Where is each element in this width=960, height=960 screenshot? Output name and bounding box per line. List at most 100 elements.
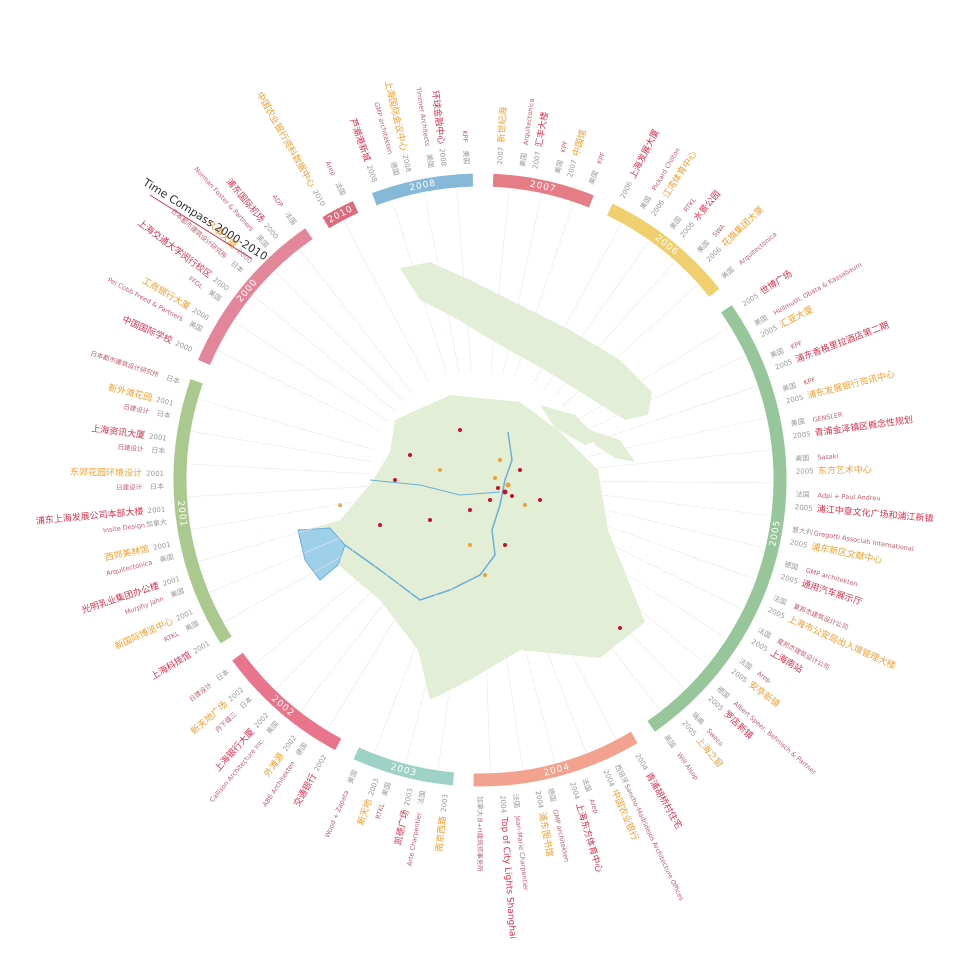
year-segment (353, 747, 455, 786)
spoke (253, 549, 396, 666)
entry-name: 交通银行 (291, 771, 319, 808)
spoke (275, 558, 404, 690)
title-group: Time Compass 2000-2010 (140, 175, 270, 263)
entry-country: 日本 (151, 445, 166, 455)
spoke (583, 517, 755, 580)
entry-architect: B+H建筑师事务所 (476, 818, 485, 872)
spoke (374, 582, 441, 753)
entry-name: 芦潮港新城 (347, 117, 373, 163)
entry-name: 环球金融中心 (429, 90, 447, 145)
entry-country: 美国 (638, 194, 653, 211)
entry-year: 2005 (785, 393, 804, 405)
entry-name: 中国馆 (570, 128, 589, 157)
entry-name: 汇丰大楼 (533, 111, 551, 149)
entry-country: 法国 (795, 489, 809, 499)
spoke (483, 589, 491, 772)
entry-country: 法国 (511, 793, 521, 808)
entry-year: 2004 (534, 790, 545, 810)
entry-country: 美国 (462, 150, 472, 164)
entry-country: 英国 (662, 733, 678, 750)
entry-name: Top of City Lights Shanghai (498, 816, 517, 940)
entry-country: 加拿大 (476, 796, 485, 817)
entry-architect: Arep (324, 160, 338, 177)
entry-architect: RTKL (682, 196, 698, 214)
entry-country: 美国 (159, 552, 175, 564)
entry-year: 2004 (633, 752, 649, 772)
project-dots-orange (338, 458, 527, 577)
spoke (556, 558, 685, 689)
spoke (589, 449, 771, 470)
entry-year: 2007 (496, 147, 505, 165)
entry-name: 中国国际学校 (120, 313, 174, 346)
entry-name: 凯德广场 (392, 808, 412, 846)
entry-year: 2004 (498, 795, 507, 814)
entry-year: 2001 (192, 640, 211, 656)
entry-year: 2003 (403, 787, 415, 806)
entry-architect: ADP (271, 193, 285, 209)
dot (538, 498, 542, 502)
spoke (392, 201, 448, 376)
title-rule (149, 194, 252, 260)
entry-year: 2008 (401, 154, 413, 173)
spoke (495, 588, 524, 769)
spoke (572, 539, 726, 639)
year-segment (371, 173, 474, 206)
entry-architect: Sancho-Madridejos Architecture Offices (623, 783, 686, 903)
dot (518, 468, 522, 472)
entry-architect: Will Alsop (675, 751, 700, 781)
dot (408, 453, 412, 457)
entry-year: 2006 (619, 180, 634, 200)
segment-year-label: 2001 (175, 500, 188, 528)
entry-year: 2005 (741, 292, 760, 309)
entry-year: 2001 (147, 505, 165, 515)
spoke (192, 498, 372, 530)
spoke (188, 463, 371, 475)
entry-architect: Arquitectonica (737, 230, 778, 266)
spoke (275, 271, 404, 402)
entry-country: 日本 (156, 409, 172, 421)
spoke (253, 295, 395, 411)
entry-country: 美国 (169, 586, 185, 599)
entry-year: 2008 (365, 164, 378, 183)
spoke (456, 188, 472, 371)
spoke (530, 577, 617, 739)
entry-architect: KPF (595, 151, 607, 165)
entry-name: 上海科技馆 (149, 649, 194, 683)
spoke (547, 566, 661, 711)
entry-name: 上海交通大学闵行校区 (135, 217, 214, 281)
entry-architect: Hellmuth, Obata & Kassabaum (772, 261, 863, 317)
entry-year: 2007 (531, 151, 542, 170)
spoke (199, 399, 375, 450)
entry-year: 2002 (313, 753, 329, 772)
spoke (210, 521, 379, 593)
spoke (587, 417, 766, 457)
entry-year: 2001 (152, 541, 171, 552)
spoke (586, 505, 765, 549)
entry-year: 2005 (750, 638, 769, 654)
changxing-island (540, 405, 600, 445)
entry-year: 2005 (794, 503, 812, 513)
spoke (532, 224, 622, 384)
entry-architect: Timmer Architects (414, 86, 431, 148)
entry-country: 法国 (772, 593, 788, 607)
spoke (224, 533, 384, 622)
dot (510, 494, 514, 498)
year-segment (473, 731, 638, 787)
entry-country: 日本 (165, 373, 181, 386)
spoke (188, 486, 371, 498)
spoke (192, 431, 372, 463)
entry-country: 美国 (753, 313, 770, 328)
entry-architect: 日本都市建筑设计研究所 (89, 348, 160, 379)
entry-architect: 日建设计 (116, 482, 143, 492)
spoke (584, 386, 757, 445)
chongming-island (400, 262, 652, 420)
dot (503, 543, 507, 547)
entry-name: 水景公园 (691, 188, 723, 223)
entry-architect: KPF (461, 130, 470, 143)
dot (438, 468, 442, 472)
entry-architect: RTKL (163, 629, 181, 644)
entry-year: 2005 (767, 606, 787, 621)
entry-year: 2001 (146, 470, 164, 478)
entry-country: 美国 (695, 238, 711, 254)
